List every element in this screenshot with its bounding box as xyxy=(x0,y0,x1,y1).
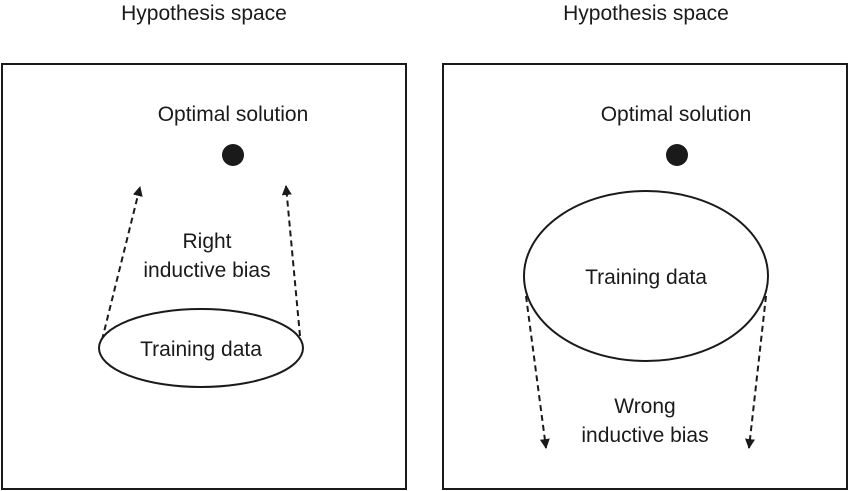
left-optimal-point xyxy=(222,144,244,166)
left-training-data-label: Training data xyxy=(140,338,262,361)
left-bias-label-line2: inductive bias xyxy=(143,259,270,282)
left-bias-arrow-left xyxy=(101,186,143,341)
right-panel-title: Hypothesis space xyxy=(563,2,729,25)
right-bias-label-line1: Wrong xyxy=(614,395,675,418)
right-bias-arrow-left xyxy=(525,295,550,449)
left-bias-label-line1: Right xyxy=(182,230,231,253)
left-optimal-label: Optimal solution xyxy=(158,103,309,126)
right-panel: Optimal solution Training data Wrong ind… xyxy=(442,63,848,490)
left-hypothesis-box xyxy=(1,63,407,490)
right-bias-label-line2: inductive bias xyxy=(581,424,708,447)
right-optimal-point xyxy=(666,144,688,166)
left-panel: Optimal solution Right inductive bias Tr… xyxy=(1,63,407,490)
right-training-data-ellipse xyxy=(523,190,769,362)
right-optimal-label: Optimal solution xyxy=(601,103,752,126)
left-bias-arrow-right xyxy=(281,185,301,337)
right-hypothesis-box xyxy=(442,63,848,490)
left-training-data-ellipse xyxy=(98,308,304,388)
right-bias-arrow-right xyxy=(745,295,767,449)
right-training-data-label: Training data xyxy=(585,266,707,289)
left-panel-title: Hypothesis space xyxy=(121,2,287,25)
